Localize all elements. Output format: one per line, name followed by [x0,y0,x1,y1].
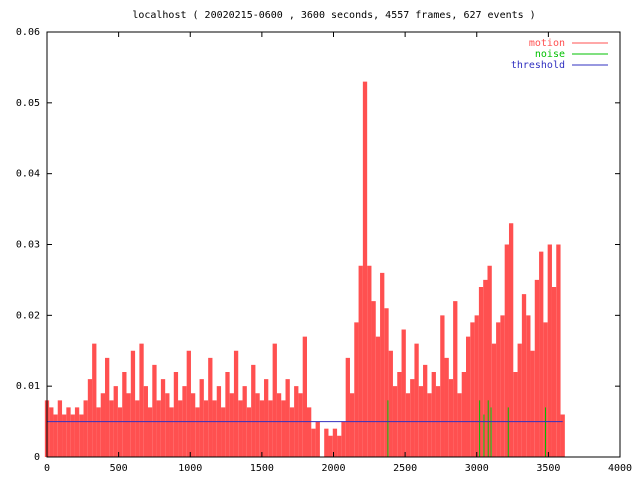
y-tick-label: 0.01 [16,381,40,392]
legend-label: motion [529,38,565,49]
y-tick-label: 0.03 [16,240,40,251]
x-tick-label: 4000 [608,463,632,474]
x-tick-label: 3000 [465,463,489,474]
y-tick-label: 0 [34,452,40,463]
x-tick-label: 1500 [250,463,274,474]
y-tick-label: 0.06 [16,27,40,38]
chart-title: localhost ( 20020215-0600 , 3600 seconds… [132,10,535,21]
y-tick-label: 0.02 [16,310,40,321]
x-tick-label: 0 [44,463,50,474]
x-tick-label: 2500 [393,463,417,474]
x-tick-label: 1000 [178,463,202,474]
y-tick-label: 0.05 [16,98,40,109]
x-tick-label: 2000 [321,463,345,474]
legend-label: noise [535,49,565,60]
x-tick-label: 500 [110,463,128,474]
y-tick-label: 0.04 [16,169,40,180]
x-tick-label: 3500 [536,463,560,474]
legend-label: threshold [511,60,565,71]
